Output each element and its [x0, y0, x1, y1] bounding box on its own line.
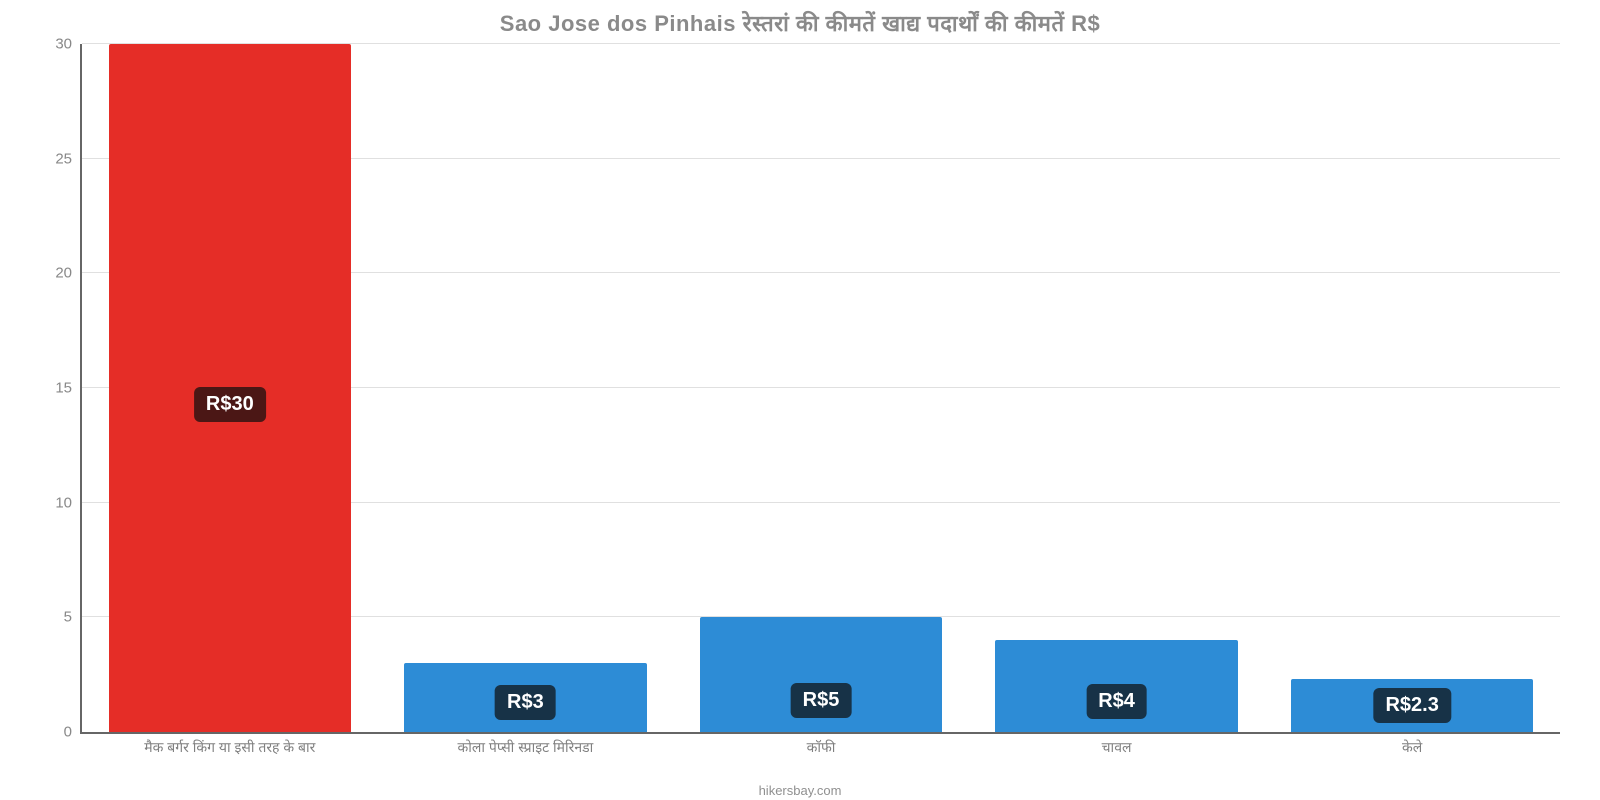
bar: R$4: [995, 640, 1237, 732]
x-axis-label: कॉफी: [673, 738, 969, 757]
bar-value-label: R$2.3: [1373, 688, 1450, 723]
bar-slot: R$3: [378, 44, 674, 732]
attribution-text: hikersbay.com: [759, 783, 842, 798]
y-tick-label: 20: [55, 265, 82, 282]
y-tick-label: 0: [64, 724, 82, 741]
x-axis-label: केले: [1264, 738, 1560, 757]
bar-slot: R$5: [673, 44, 969, 732]
x-axis-label: मैक बर्गर किंग या इसी तरह के बार: [82, 738, 378, 757]
bars-group: R$30 R$3 R$5 R$4 R$2.3: [82, 44, 1560, 732]
plot-region: 051015202530 R$30R$3R$5R$4R$2.3 मैक बर्ग…: [80, 44, 1560, 734]
x-axis-label: चावल: [969, 738, 1265, 757]
plot-area: 051015202530 R$30R$3R$5R$4R$2.3 मैक बर्ग…: [80, 44, 1560, 734]
bar-value-label: R$30: [194, 387, 266, 422]
y-tick-label: 10: [55, 494, 82, 511]
x-axis-labels: मैक बर्गर किंग या इसी तरह के बारकोला पेप…: [82, 732, 1560, 757]
bar: R$30: [109, 44, 351, 732]
y-tick-label: 25: [55, 150, 82, 167]
chart-title: Sao Jose dos Pinhais रेस्तरां की कीमतें …: [20, 8, 1580, 38]
x-axis-label: कोला पेप्सी स्प्राइट मिरिनडा: [378, 738, 674, 757]
bar-slot: R$4: [969, 44, 1265, 732]
y-tick-label: 30: [55, 36, 82, 53]
bar-slot: R$30: [82, 44, 378, 732]
bar-slot: R$2.3: [1264, 44, 1560, 732]
y-tick-label: 5: [64, 609, 82, 626]
bar: R$2.3: [1291, 679, 1533, 732]
y-tick-label: 15: [55, 380, 82, 397]
bar-value-label: R$5: [791, 683, 852, 718]
bar-value-label: R$3: [495, 685, 556, 720]
chart-container: Sao Jose dos Pinhais रेस्तरां की कीमतें …: [0, 0, 1600, 800]
bar: R$3: [404, 663, 646, 732]
bar-value-label: R$4: [1086, 684, 1147, 719]
bar: R$5: [700, 617, 942, 732]
